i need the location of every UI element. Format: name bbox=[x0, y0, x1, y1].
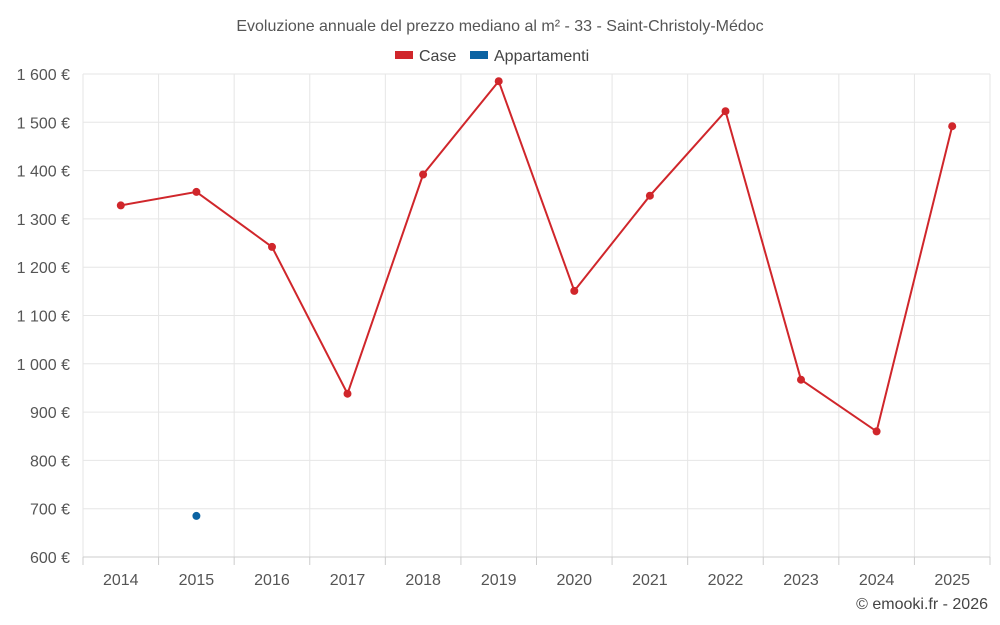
data-point-case-2025[interactable] bbox=[948, 122, 957, 131]
x-tick-label: 2024 bbox=[859, 572, 895, 589]
data-point-case-2021[interactable] bbox=[645, 191, 654, 200]
x-axis-tick-labels: 2014 2015 2016 2017 2018 2019 2020 2021 2022 2023… bbox=[103, 572, 970, 589]
y-tick-label: 1 100 € bbox=[17, 309, 70, 326]
x-tick-label: 2016 bbox=[254, 572, 290, 589]
y-tick-label: 1 500 € bbox=[17, 115, 70, 132]
x-axis-ticks bbox=[82, 557, 991, 565]
legend-swatch-appartamenti bbox=[470, 51, 488, 59]
y-tick-label: 600 € bbox=[30, 550, 70, 567]
data-point-case-2023[interactable] bbox=[797, 375, 805, 384]
legend: Case Appartamenti bbox=[395, 48, 589, 65]
y-tick-label: 1 200 € bbox=[17, 260, 70, 277]
y-tick-label: 800 € bbox=[30, 453, 70, 470]
y-tick-label: 1 600 € bbox=[17, 67, 70, 84]
legend-label-appartamenti: Appartamenti bbox=[494, 48, 589, 65]
data-point-case-2018[interactable] bbox=[419, 170, 428, 179]
legend-label-case: Case bbox=[419, 48, 456, 65]
x-tick-label: 2017 bbox=[330, 572, 366, 589]
data-point-appartamenti-2015[interactable] bbox=[192, 511, 201, 520]
y-tick-label: 700 € bbox=[30, 502, 70, 519]
x-tick-label: 2022 bbox=[708, 572, 744, 589]
x-tick-label: 2021 bbox=[632, 572, 668, 589]
data-point-case-2020[interactable] bbox=[570, 286, 579, 295]
x-tick-label: 2019 bbox=[481, 572, 517, 589]
y-tick-label: 900 € bbox=[30, 405, 70, 422]
series-appartamenti bbox=[192, 511, 201, 520]
series-case bbox=[116, 77, 957, 436]
series-layer bbox=[116, 77, 957, 520]
data-point-case-2017[interactable] bbox=[343, 389, 352, 398]
y-tick-label: 1 300 € bbox=[17, 212, 70, 229]
chart-title: Evoluzione annuale del prezzo mediano al… bbox=[236, 18, 763, 35]
credit-text: © emooki.fr - 2026 bbox=[856, 596, 988, 613]
x-tick-label: 2025 bbox=[934, 572, 970, 589]
legend-swatch-case bbox=[395, 51, 413, 59]
x-tick-label: 2023 bbox=[783, 572, 819, 589]
data-point-case-2015[interactable] bbox=[192, 187, 201, 196]
legend-item-appartamenti[interactable]: Appartamenti bbox=[470, 48, 589, 65]
data-point-case-2016[interactable] bbox=[268, 242, 276, 251]
x-gridlines bbox=[82, 74, 991, 557]
legend-item-case[interactable]: Case bbox=[395, 48, 456, 65]
x-tick-label: 2018 bbox=[405, 572, 441, 589]
data-point-case-2022[interactable] bbox=[721, 107, 730, 116]
y-tick-label: 1 000 € bbox=[17, 357, 70, 374]
data-point-case-2019[interactable] bbox=[494, 77, 503, 86]
series-line-case bbox=[120, 79, 954, 434]
data-point-case-2014[interactable] bbox=[116, 201, 125, 210]
x-tick-label: 2015 bbox=[179, 572, 215, 589]
y-axis-tick-labels: 600 € 700 € 800 € 900 € 1 000 € 1 100 € 1 200 … bbox=[17, 67, 70, 567]
y-tick-label: 1 400 € bbox=[17, 164, 70, 181]
x-tick-label: 2020 bbox=[556, 572, 592, 589]
x-tick-label: 2014 bbox=[103, 572, 139, 589]
data-point-case-2024[interactable] bbox=[872, 427, 881, 436]
